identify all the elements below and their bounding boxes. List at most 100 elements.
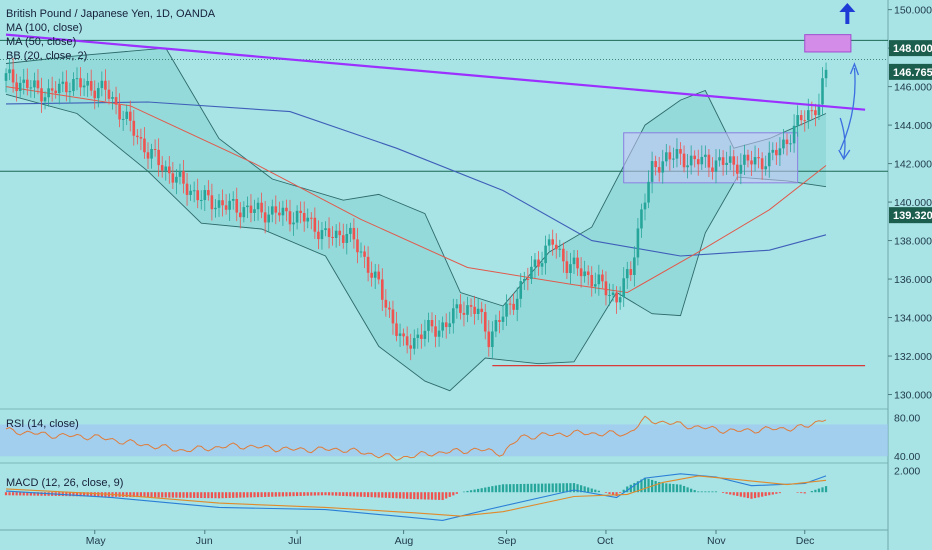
rsi-tick-label: 80.00 [894,413,920,425]
price-tick-label: 142.000 [894,159,932,171]
candle-body [675,149,679,159]
macd-histogram-bar [778,492,781,494]
candle-body [86,81,89,86]
candle-body [785,139,789,145]
candle-body [728,156,732,163]
candle-body [441,322,444,331]
macd-histogram-bar [590,488,593,493]
indicator-ma100[interactable]: MA (100, close) [6,22,83,34]
candle-body [430,319,434,327]
candle-body [601,274,604,282]
macd-histogram-bar [697,491,700,493]
macd-histogram-bar [228,492,231,498]
candle-body [47,88,50,98]
candle-body [416,334,420,339]
bounce-arrow-up [839,67,856,151]
macd-histogram-bar [615,492,618,497]
macd-histogram-bar [753,492,757,499]
macd-histogram-bar [217,492,221,499]
candle-body [636,228,640,258]
macd-histogram-bar [327,492,331,496]
macd-histogram-bar [427,492,430,500]
macd-histogram-bar [810,491,813,493]
macd-histogram-bar [438,492,441,500]
candle-body [491,331,494,348]
macd-histogram-bar [320,492,324,496]
candle-body [153,149,157,151]
candle-body [530,266,533,280]
candle-body [508,303,512,305]
macd-histogram-bar [313,492,316,496]
candle-body [640,209,643,229]
price-tick-label: 130.000 [894,390,932,402]
candle-body [810,110,814,112]
bollinger-upper-line [5,47,827,307]
candle-body [611,292,615,295]
bollinger-lower-line [5,93,827,392]
macd-histogram-bar [235,492,238,498]
candle-body [803,120,807,122]
candle-body [93,90,97,99]
macd-histogram-bar [583,486,586,493]
candle-body [189,190,192,195]
candle-body [711,167,714,172]
time-tick-label: Oct [597,535,613,547]
macd-histogram-bar [384,492,387,498]
candle-body [576,257,579,269]
macd-histogram-bar [572,483,576,493]
candle-body [597,274,601,285]
candle-body [4,73,8,81]
candle-body [128,111,132,121]
candle-body [175,176,178,183]
candle-body [61,81,65,84]
candle-body [65,81,68,93]
macd-histogram-bar [182,492,185,498]
macd-pane-label[interactable]: MACD (12, 26, close, 9) [6,477,124,489]
candle-body [89,81,93,91]
candle-body [391,309,395,324]
candle-body [633,257,636,275]
macd-histogram-bar [484,487,487,493]
candle-body [498,320,501,322]
candle-body [821,78,824,105]
price-label-box [889,63,932,80]
candle-body [668,152,672,160]
macd-histogram-bar [288,492,292,497]
rsi-tick-label: 40.00 [894,451,920,463]
macd-histogram-bar [264,492,267,497]
candle-body [622,278,625,298]
candle-body [235,199,239,213]
macd-histogram-bar [72,492,75,497]
macd-histogram-bar [732,492,735,496]
macd-histogram-bar [686,487,689,493]
candle-body [168,166,171,174]
macd-histogram-bar [363,492,366,497]
macd-histogram-bar [122,492,125,497]
candle-body [679,149,682,154]
indicator-bollinger[interactable]: BB (20, close, 2) [6,50,88,62]
candle-body [107,89,111,99]
candle-body [487,331,491,348]
macd-histogram-bar [398,492,402,499]
candle-body [743,154,746,165]
macd-histogram-bar [452,492,455,496]
macd-histogram-bar [26,492,29,496]
candle-body [572,257,576,265]
price-label-box [889,40,932,57]
macd-histogram-bar [19,492,22,496]
candle-body [317,231,320,240]
candle-body [221,200,224,206]
candle-body [310,217,313,219]
macd-histogram-bar [416,492,419,500]
macd-histogram-bar [761,492,764,497]
macd-histogram-bar [768,492,771,496]
price-label-text: 148.000 [893,43,932,55]
rsi-pane-label[interactable]: RSI (14, close) [6,418,79,430]
candle-body [178,171,182,177]
candle-body [327,228,331,237]
candle-body [771,149,775,153]
macd-histogram-bar [232,492,235,498]
candle-body [324,228,327,231]
indicator-ma50[interactable]: MA (50, close) [6,36,77,48]
